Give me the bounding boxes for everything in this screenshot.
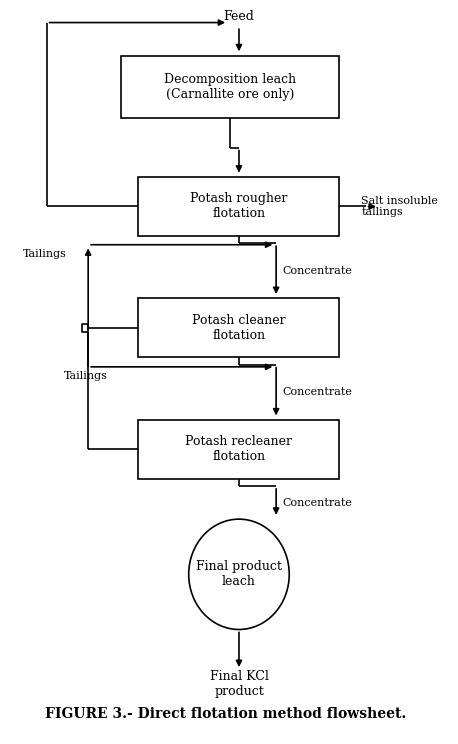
Text: Concentrate: Concentrate: [283, 387, 353, 397]
Text: Tailings: Tailings: [22, 249, 66, 260]
Text: Final product
leach: Final product leach: [196, 560, 282, 589]
Text: Decomposition leach
(Carnallite ore only): Decomposition leach (Carnallite ore only…: [164, 73, 296, 101]
Text: Salt insoluble
tallings: Salt insoluble tallings: [361, 196, 438, 217]
FancyBboxPatch shape: [121, 56, 339, 118]
Text: Final KCl
product: Final KCl product: [209, 670, 268, 698]
FancyBboxPatch shape: [138, 298, 339, 357]
Text: Potash cleaner
flotation: Potash cleaner flotation: [192, 314, 286, 341]
Text: Concentrate: Concentrate: [283, 266, 353, 276]
Text: Potash recleaner
flotation: Potash recleaner flotation: [185, 435, 293, 464]
Text: Concentrate: Concentrate: [283, 498, 353, 507]
FancyBboxPatch shape: [138, 177, 339, 236]
Ellipse shape: [189, 519, 289, 629]
Text: Feed: Feed: [224, 10, 254, 22]
Text: Tailings: Tailings: [64, 371, 108, 381]
Text: FIGURE 3.- Direct flotation method flowsheet.: FIGURE 3.- Direct flotation method flows…: [45, 708, 407, 722]
Text: Potash rougher
flotation: Potash rougher flotation: [190, 193, 288, 220]
FancyBboxPatch shape: [138, 420, 339, 478]
